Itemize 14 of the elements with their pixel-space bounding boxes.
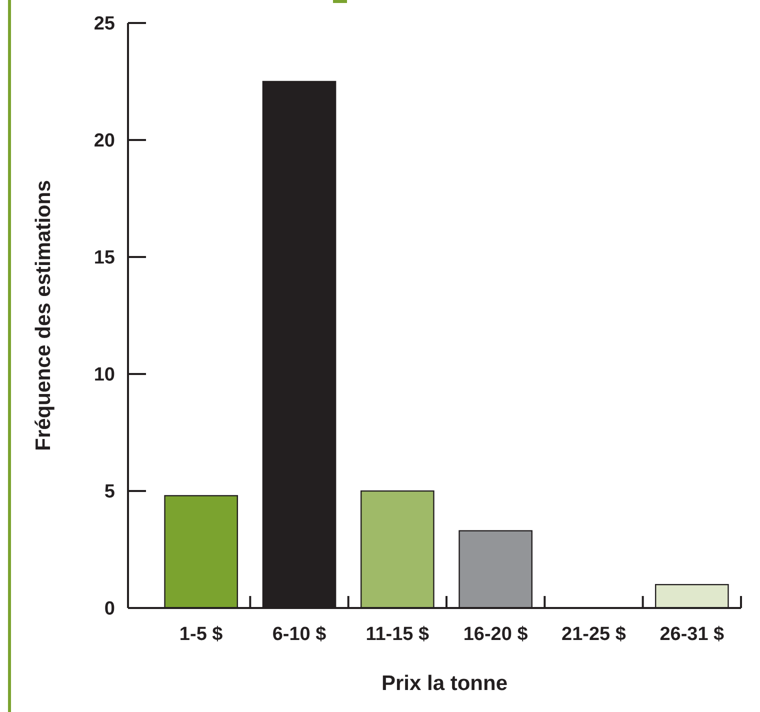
- y-tick-label: 20: [94, 130, 115, 152]
- y-tick-label: 5: [104, 482, 116, 503]
- x-axis-title: Prix la tonne: [381, 672, 508, 695]
- x-tick-label: 21-25 $: [562, 624, 626, 645]
- y-tick-label: 0: [104, 598, 115, 620]
- y-axis-title: Fréquence des estimations: [32, 180, 55, 451]
- x-tick-label: 16-20 $: [463, 624, 528, 645]
- y-tick-label: 15: [94, 248, 116, 269]
- x-tick-label: 1-5 $: [179, 624, 224, 645]
- x-tick-label: 11-15 $: [366, 624, 430, 645]
- y-tick-label: 25: [94, 14, 116, 35]
- x-tick-label: 6-10 $: [272, 624, 327, 645]
- y-tick-label: 10: [94, 364, 115, 386]
- x-tick-label: 26-31 $: [660, 624, 725, 645]
